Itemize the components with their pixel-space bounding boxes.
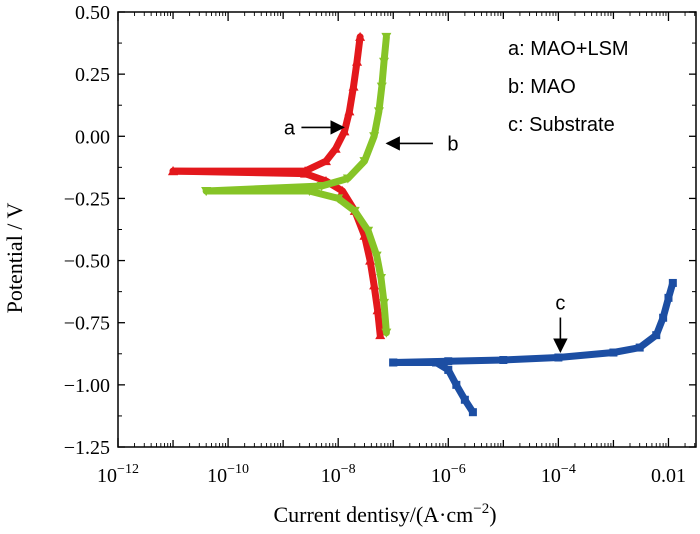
data-marker — [320, 156, 331, 166]
data-marker — [389, 358, 398, 367]
data-marker — [381, 32, 392, 42]
series-a-cathodic-line — [169, 167, 384, 339]
data-marker — [369, 280, 380, 290]
data-marker — [373, 107, 384, 117]
annotations-layer: a b c — [284, 117, 568, 353]
data-marker — [337, 185, 348, 195]
x-tick-labels: 10−12 10−10 10−8 10−6 10−4 0.01 — [97, 462, 686, 487]
series-b-cathodic-line — [202, 187, 390, 337]
data-marker — [379, 57, 390, 67]
data-marker — [652, 331, 661, 340]
legend-entry: a: MAO+LSM — [508, 38, 629, 60]
data-marker — [444, 357, 453, 366]
series-c-cathodic-line — [389, 359, 477, 416]
data-marker — [659, 313, 668, 322]
data-marker — [359, 157, 370, 167]
data-marker — [444, 365, 453, 374]
data-marker — [333, 194, 344, 204]
x-tick-label: 10−6 — [431, 462, 466, 487]
data-marker — [375, 330, 386, 340]
plot-frame — [117, 11, 697, 448]
data-marker — [376, 273, 387, 283]
data-marker — [371, 251, 382, 261]
data-marker — [352, 56, 363, 66]
data-marker — [554, 353, 563, 362]
annotation-label-c: c — [555, 293, 565, 315]
curves-layer — [168, 31, 677, 417]
x-tick-label: 0.01 — [651, 465, 686, 487]
data-marker — [330, 143, 341, 153]
y-tick-label: −0.50 — [64, 251, 110, 273]
data-marker — [201, 186, 212, 196]
y-tick-label: −1.25 — [64, 437, 110, 459]
data-marker — [300, 166, 311, 176]
x-axis-title: Current dentisy/(A·cm−2) — [273, 501, 496, 527]
y-tick-label: 0.50 — [75, 2, 110, 24]
y-axis-title: Potential / V — [2, 202, 27, 313]
data-marker — [369, 132, 380, 142]
data-marker — [609, 348, 618, 357]
annotation-label-b: b — [447, 133, 458, 155]
data-marker — [372, 305, 383, 315]
data-marker — [355, 31, 366, 41]
legend: a: MAO+LSM b: MAO c: Substrate — [508, 38, 629, 136]
data-marker — [452, 380, 461, 389]
data-marker — [316, 182, 327, 191]
x-tick-label: 10−4 — [541, 462, 576, 487]
data-marker — [668, 278, 677, 287]
data-marker — [635, 343, 644, 352]
y-tick-label: −0.25 — [64, 188, 110, 210]
data-marker — [381, 328, 392, 338]
axis-ticks — [117, 11, 696, 448]
x-tick-label: 10−12 — [97, 462, 139, 487]
y-tick-label: −0.75 — [64, 313, 110, 335]
series-c-anodic-line — [389, 279, 677, 366]
y-tick-label: 0.00 — [75, 126, 110, 148]
x-tick-label: 10−8 — [321, 462, 356, 487]
data-marker — [664, 293, 673, 302]
data-marker — [349, 206, 360, 216]
data-marker — [376, 82, 387, 92]
data-marker — [460, 395, 469, 404]
x-tick-label: 10−10 — [207, 462, 249, 487]
data-marker — [379, 298, 390, 308]
legend-entry: b: MAO — [508, 76, 576, 98]
data-marker — [348, 81, 359, 91]
legend-entry: c: Substrate — [508, 114, 615, 136]
annotation-label-a: a — [284, 117, 296, 139]
data-marker — [499, 356, 508, 364]
data-marker — [363, 226, 374, 236]
data-marker — [344, 106, 355, 116]
data-marker — [365, 255, 376, 265]
y-tick-labels: 0.50 0.25 0.00 −0.25 −0.50 −0.75 −1.00 −1.25 — [64, 2, 110, 459]
data-marker — [168, 166, 179, 176]
data-marker — [342, 174, 353, 184]
y-tick-label: −1.00 — [64, 375, 110, 397]
y-tick-label: 0.25 — [75, 64, 110, 86]
data-marker — [468, 408, 477, 417]
